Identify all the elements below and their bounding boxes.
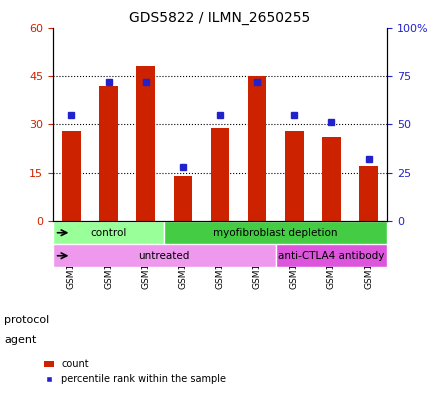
Legend: count, percentile rank within the sample: count, percentile rank within the sample	[40, 356, 230, 388]
Bar	[173, 176, 192, 221]
Text: protocol: protocol	[4, 315, 50, 325]
Bar	[99, 86, 118, 221]
Bar	[248, 76, 267, 221]
Bar	[136, 66, 155, 221]
Text: myofibroblast depletion: myofibroblast depletion	[213, 228, 338, 238]
FancyBboxPatch shape	[276, 244, 387, 267]
Text: untreated: untreated	[139, 251, 190, 261]
FancyBboxPatch shape	[53, 221, 164, 244]
Bar	[359, 166, 378, 221]
Text: anti-CTLA4 antibody: anti-CTLA4 antibody	[278, 251, 385, 261]
Text: agent: agent	[4, 335, 37, 345]
Bar	[211, 128, 229, 221]
FancyBboxPatch shape	[164, 221, 387, 244]
Bar	[285, 131, 304, 221]
Text: control: control	[90, 228, 127, 238]
FancyBboxPatch shape	[53, 244, 276, 267]
Title: GDS5822 / ILMN_2650255: GDS5822 / ILMN_2650255	[129, 11, 311, 25]
Bar	[62, 131, 81, 221]
Bar	[322, 137, 341, 221]
